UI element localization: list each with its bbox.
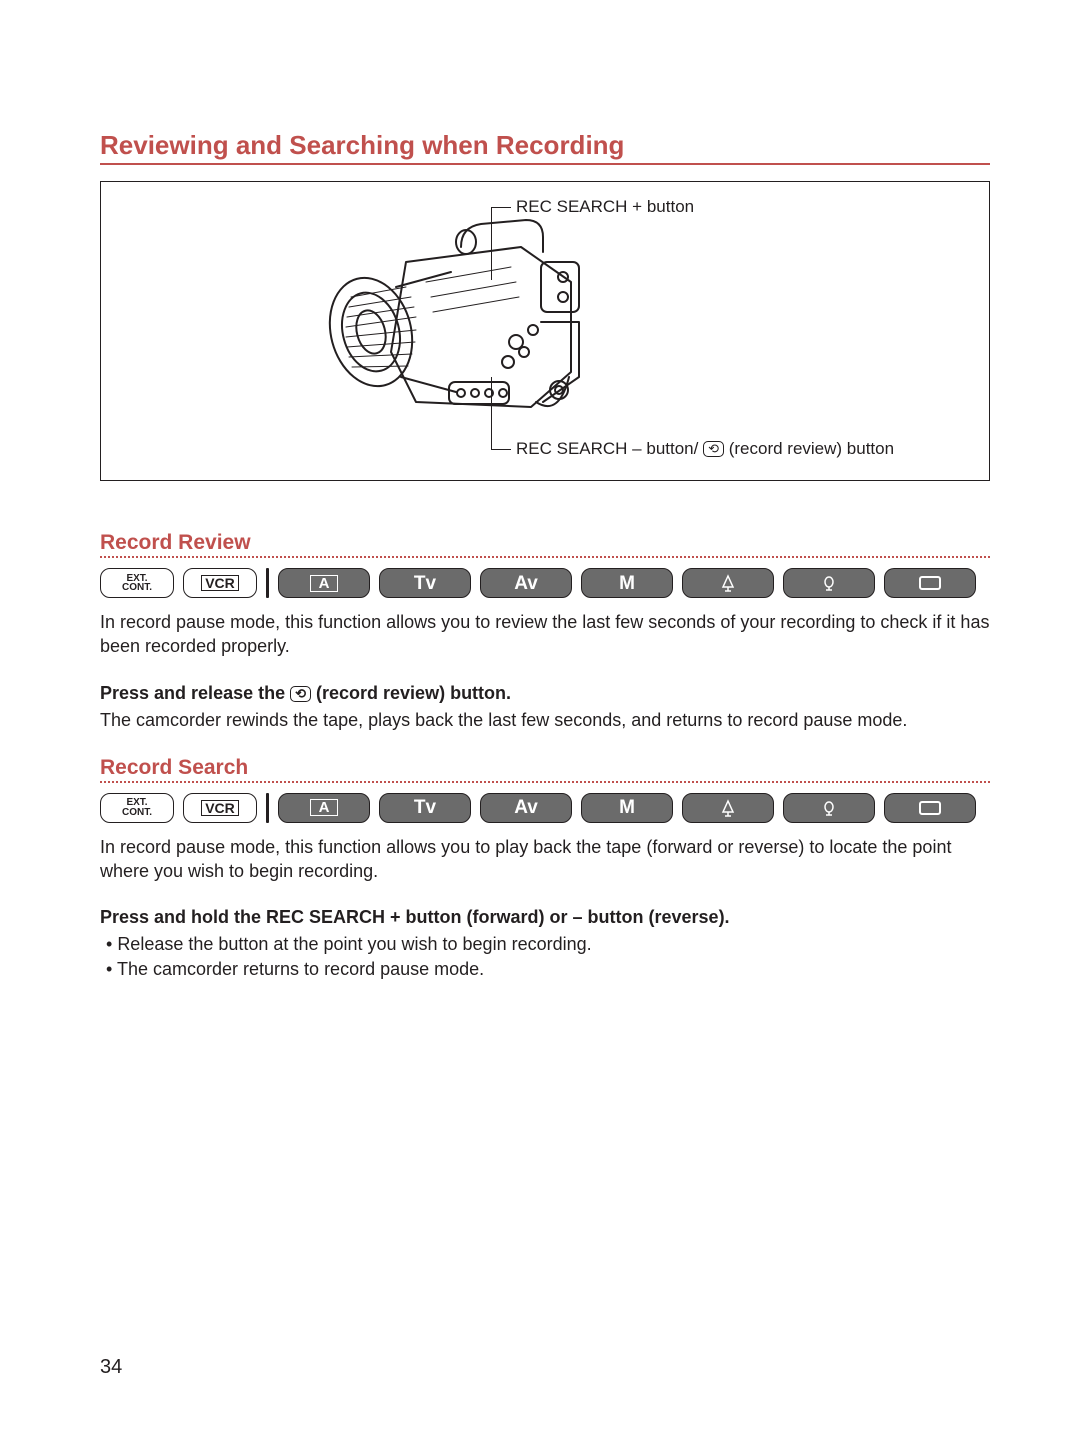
diagram-label-bottom-prefix: REC SEARCH – button/ <box>516 439 703 458</box>
page-number: 34 <box>100 1356 122 1379</box>
rr-step-suffix: (record review) button. <box>311 683 511 703</box>
lowlight-icon <box>820 574 838 592</box>
mode-row-search: EXT. CONT. VCR A Tv Av M <box>100 793 990 823</box>
mode-a-label: A <box>310 799 339 816</box>
page-title: Reviewing and Searching when Recording <box>100 130 990 165</box>
list-item: Release the button at the point you wish… <box>106 932 990 956</box>
record-search-step-heading: Press and hold the REC SEARCH + button (… <box>100 907 990 928</box>
record-review-icon: ⟲ <box>703 441 724 457</box>
record-search-heading: Record Search <box>100 756 990 783</box>
spotlight-icon <box>717 799 739 817</box>
mode-tv: Tv <box>379 793 471 823</box>
record-review-step-body: The camcorder rewinds the tape, plays ba… <box>100 708 990 732</box>
mode-vcr: VCR <box>183 793 257 823</box>
record-review-icon-inline: ⟲ <box>290 686 311 702</box>
mode-separator <box>266 793 269 823</box>
mode-vcr-label: VCR <box>201 800 239 816</box>
record-search-bullets: Release the button at the point you wish… <box>106 932 990 981</box>
mode-a-label: A <box>310 575 339 592</box>
mode-a: A <box>278 568 370 598</box>
diagram-box: REC SEARCH + button REC SEARCH – button/… <box>100 181 990 481</box>
mode-tv: Tv <box>379 568 471 598</box>
record-search-intro: In record pause mode, this function allo… <box>100 835 990 884</box>
diagram-label-top: REC SEARCH + button <box>516 197 694 217</box>
camcorder-illustration <box>311 202 611 442</box>
mode-row-review: EXT. CONT. VCR A Tv Av M <box>100 568 990 598</box>
mode-spotlight <box>682 568 774 598</box>
mode-m: M <box>581 568 673 598</box>
mode-vcr: VCR <box>183 568 257 598</box>
mode-m: M <box>581 793 673 823</box>
mode-easy <box>884 568 976 598</box>
diagram-label-bottom: REC SEARCH – button/ ⟲ (record review) b… <box>516 439 894 459</box>
rr-step-prefix: Press and release the <box>100 683 290 703</box>
mode-av: Av <box>480 568 572 598</box>
mode-ext: EXT. CONT. <box>100 793 174 823</box>
record-review-heading: Record Review <box>100 531 990 558</box>
mode-av: Av <box>480 793 572 823</box>
spotlight-icon <box>717 574 739 592</box>
record-review-intro: In record pause mode, this function allo… <box>100 610 990 659</box>
mode-ext: EXT. CONT. <box>100 568 174 598</box>
record-review-step-heading: Press and release the ⟲ (record review) … <box>100 683 990 704</box>
easy-rect-icon <box>918 800 942 816</box>
list-item: The camcorder returns to record pause mo… <box>106 957 990 981</box>
mode-a: A <box>278 793 370 823</box>
easy-rect-icon <box>918 575 942 591</box>
mode-separator <box>266 568 269 598</box>
mode-easy <box>884 793 976 823</box>
mode-lowlight <box>783 793 875 823</box>
mode-vcr-label: VCR <box>201 575 239 591</box>
mode-lowlight <box>783 568 875 598</box>
mode-spotlight <box>682 793 774 823</box>
lowlight-icon <box>820 799 838 817</box>
diagram-label-bottom-suffix: (record review) button <box>724 439 894 458</box>
